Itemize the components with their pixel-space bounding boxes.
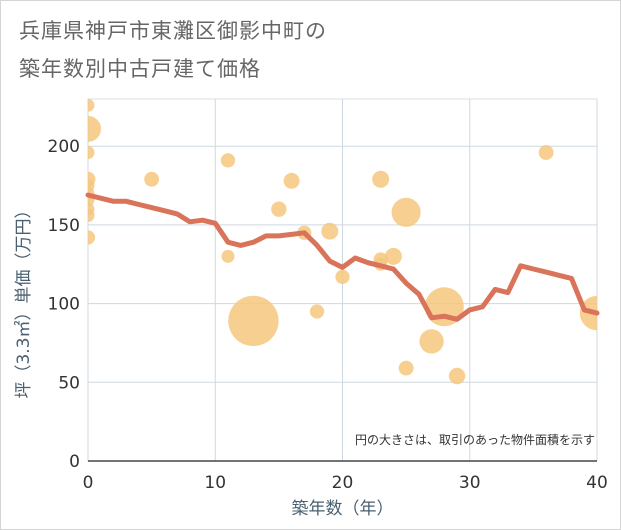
x-tick-label: 0 [83,473,94,493]
x-tick-label: 40 [586,473,608,493]
y-axis-label: 坪（3.3㎡）単価（万円） [14,201,34,398]
y-tick-label: 150 [48,216,80,236]
bubble-point [88,146,95,160]
bubble-point [283,172,300,189]
bubble-point [384,247,402,265]
bubble-size-note: 円の大きさは、取引のあった物件面積を示す [355,432,595,447]
axes: 0 10 20 30 40 0 50 100 150 200 [48,137,608,493]
bubble-point [220,153,236,168]
y-tick-label: 0 [69,452,80,472]
x-axis-label: 築年数（年） [292,499,394,519]
bubble-point [538,145,554,160]
bubble-point [88,208,95,222]
chart-title-line1: 兵庫県神戸市東灘区御影中町の [19,19,327,43]
bubble-point [144,171,160,187]
bubbles [88,99,597,385]
trend-lines [85,192,600,322]
bubble-point [228,295,279,347]
bubble-point [321,222,339,240]
bubble-point [88,230,96,245]
trend-line [85,192,600,322]
bubble-point [419,329,444,354]
bubble-point [309,304,325,319]
bubble-point [372,170,390,188]
y-tick-label: 100 [48,295,80,315]
bubble-point [335,269,350,284]
bubble-point [398,360,414,376]
bubble-point [88,115,101,142]
bubble-point [221,249,235,263]
chart-title-line2: 築年数別中古戸建て価格 [19,57,261,81]
x-tick-label: 10 [204,473,226,493]
x-tick-label: 20 [332,473,354,493]
x-tick-label: 30 [459,473,481,493]
bubble-point [391,197,421,227]
y-tick-label: 200 [48,137,80,157]
bubble-point [271,201,287,217]
bubble-point [448,367,466,385]
y-tick-label: 50 [58,373,80,393]
bubble-point [88,99,95,112]
